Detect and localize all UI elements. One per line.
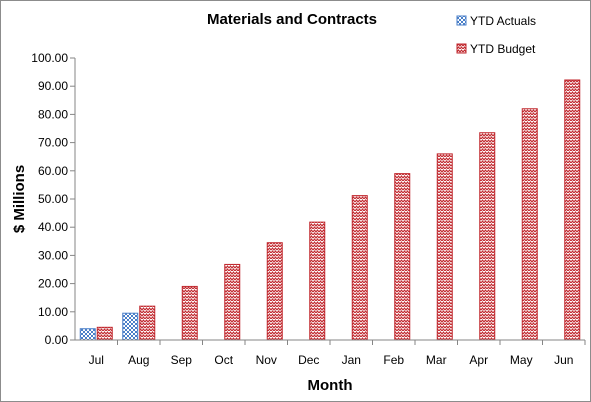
x-tick-label: Dec bbox=[298, 353, 319, 367]
bar-actuals-aug bbox=[122, 312, 139, 341]
bar-budget-jun bbox=[564, 79, 581, 341]
y-tick-label: 50.00 bbox=[38, 192, 68, 206]
x-tick-label: Apr bbox=[469, 353, 488, 367]
bar-budget-jul bbox=[96, 326, 113, 341]
legend-swatch-actuals bbox=[456, 15, 467, 26]
x-tick-label: Feb bbox=[383, 353, 404, 367]
bar-budget-oct bbox=[224, 263, 241, 341]
x-tick-label: Nov bbox=[256, 353, 277, 367]
x-tick-label: Oct bbox=[214, 353, 233, 367]
x-axis-title: Month bbox=[308, 377, 353, 394]
legend-label-budget: YTD Budget bbox=[470, 42, 536, 56]
bar-budget-jan bbox=[351, 195, 368, 341]
x-tick-label: May bbox=[510, 353, 533, 367]
y-tick-label: 0.00 bbox=[45, 333, 69, 347]
y-tick-label: 100.00 bbox=[31, 51, 68, 65]
y-tick-label: 60.00 bbox=[38, 164, 68, 178]
bar-budget-mar bbox=[436, 153, 453, 341]
legend-label-actuals: YTD Actuals bbox=[470, 14, 536, 28]
y-axis-title: $ Millions bbox=[11, 165, 28, 233]
bar-budget-dec bbox=[309, 221, 326, 341]
chart-title: Materials and Contracts bbox=[207, 11, 377, 28]
x-tick-label: Sep bbox=[171, 353, 193, 367]
bar-budget-apr bbox=[479, 132, 496, 341]
legend: YTD Actuals YTD Budget bbox=[456, 14, 536, 56]
bar-budget-aug bbox=[139, 305, 156, 341]
y-tick-label: 70.00 bbox=[38, 136, 68, 150]
x-axis-ticks: Jul Aug Sep Oct Nov Dec Jan Feb Mar Apr May Jun bbox=[89, 340, 586, 367]
bar-budget-feb bbox=[394, 173, 411, 341]
bars bbox=[79, 79, 581, 341]
y-tick-label: 10.00 bbox=[38, 305, 68, 319]
y-tick-label: 40.00 bbox=[38, 220, 68, 234]
x-tick-label: Jul bbox=[89, 353, 104, 367]
x-tick-label: Jan bbox=[342, 353, 361, 367]
y-axis-ticks: 0.00 10.00 20.00 30.00 40.00 50.00 60.00 70.00 8… bbox=[31, 51, 75, 347]
legend-swatch-budget bbox=[456, 43, 467, 54]
y-tick-label: 20.00 bbox=[38, 277, 68, 291]
y-tick-label: 80.00 bbox=[38, 107, 68, 121]
x-tick-label: Aug bbox=[128, 353, 149, 367]
y-tick-label: 90.00 bbox=[38, 79, 68, 93]
x-tick-label: Jun bbox=[554, 353, 573, 367]
bar-actuals-jul bbox=[79, 328, 96, 341]
x-tick-label: Mar bbox=[426, 353, 447, 367]
y-tick-label: 30.00 bbox=[38, 248, 68, 262]
bar-budget-may bbox=[521, 108, 538, 341]
bar-budget-sep bbox=[181, 285, 198, 341]
bar-budget-nov bbox=[266, 242, 283, 341]
